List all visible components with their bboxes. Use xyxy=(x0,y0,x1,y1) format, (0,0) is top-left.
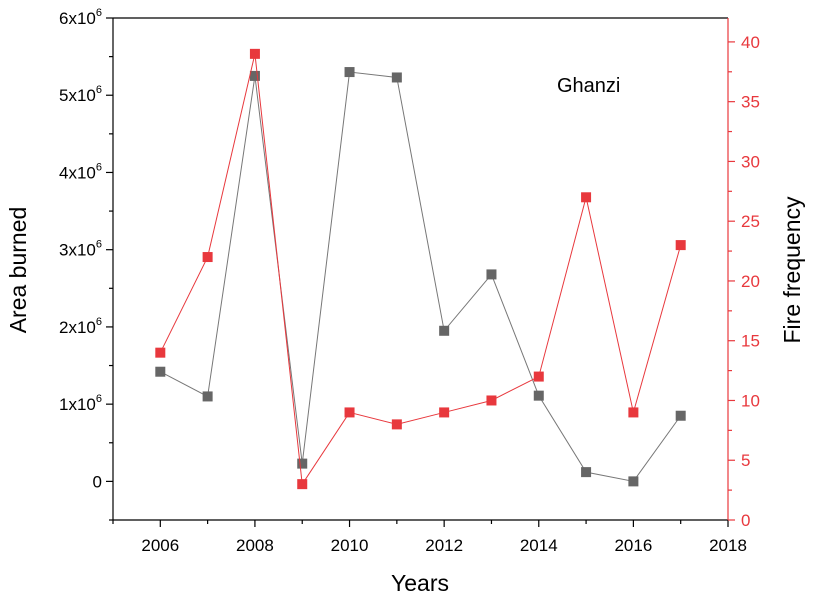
left-tick-label: 6x106 xyxy=(59,7,102,28)
series-layer xyxy=(155,48,686,490)
x-tick-label: 2010 xyxy=(331,536,369,555)
right-tick-label: 40 xyxy=(741,33,760,52)
data-point xyxy=(581,467,592,478)
data-point xyxy=(155,347,166,358)
data-point xyxy=(249,48,260,59)
data-point xyxy=(439,325,450,336)
left-tick-exponent: 6 xyxy=(96,239,102,251)
chart-annotation: Ghanzi xyxy=(557,75,620,97)
x-tick-label: 2018 xyxy=(709,536,747,555)
data-point xyxy=(202,391,213,402)
data-point xyxy=(675,240,686,251)
left-tick-exponent: 6 xyxy=(96,161,102,173)
left-tick-label: 2x106 xyxy=(59,316,102,337)
right-y-axis-title: Fire frequency xyxy=(779,196,805,344)
x-tick-label: 2008 xyxy=(236,536,274,555)
data-point xyxy=(628,476,639,487)
data-point xyxy=(344,407,355,418)
data-point xyxy=(533,390,544,401)
chart-axes: 2006 2008 2010 2012 2014 2016 201801x1062x1063… xyxy=(59,7,760,555)
right-tick-label: 5 xyxy=(741,451,750,470)
area-burned-series xyxy=(155,67,686,487)
data-point xyxy=(439,407,450,418)
right-tick-label: 25 xyxy=(741,212,760,231)
right-tick-label: 0 xyxy=(741,511,750,530)
left-tick-mantissa: 6x10 xyxy=(59,9,96,28)
data-point xyxy=(533,371,544,382)
left-y-axis-title: Area burned xyxy=(5,207,31,334)
left-tick-exponent: 6 xyxy=(96,7,102,19)
data-point xyxy=(155,366,166,377)
data-point xyxy=(486,395,497,406)
left-tick-label: 3x106 xyxy=(59,239,102,260)
left-tick-mantissa: 2x10 xyxy=(59,318,96,337)
left-tick-exponent: 6 xyxy=(96,393,102,405)
left-tick-label: 4x106 xyxy=(59,161,102,182)
x-tick-label: 2014 xyxy=(520,536,558,555)
left-tick-mantissa: 0 xyxy=(93,472,102,491)
right-tick-label: 10 xyxy=(741,391,760,410)
left-tick-label: 5x106 xyxy=(59,84,102,105)
data-point xyxy=(297,458,308,469)
left-tick-label: 0 xyxy=(93,472,102,491)
left-tick-mantissa: 5x10 xyxy=(59,86,96,105)
fire-frequency-series xyxy=(155,48,686,490)
x-tick-label: 2012 xyxy=(425,536,463,555)
data-point xyxy=(249,70,260,81)
right-tick-label: 30 xyxy=(741,152,760,171)
series-line xyxy=(160,71,682,482)
left-tick-exponent: 6 xyxy=(96,316,102,328)
data-point xyxy=(391,419,402,430)
data-point xyxy=(391,72,402,83)
data-point xyxy=(675,410,686,421)
data-point xyxy=(202,252,213,263)
left-tick-mantissa: 1x10 xyxy=(59,395,96,414)
left-tick-mantissa: 3x10 xyxy=(59,241,96,260)
data-point xyxy=(581,192,592,203)
data-point xyxy=(628,407,639,418)
data-point xyxy=(486,269,497,280)
left-tick-label: 1x106 xyxy=(59,393,102,414)
series-line xyxy=(159,53,682,486)
x-tick-label: 2006 xyxy=(141,536,179,555)
x-tick-label: 2016 xyxy=(614,536,652,555)
data-point xyxy=(344,67,355,78)
left-tick-exponent: 6 xyxy=(96,84,102,96)
left-tick-mantissa: 4x10 xyxy=(59,163,96,182)
right-tick-label: 20 xyxy=(741,272,760,291)
right-tick-label: 35 xyxy=(741,93,760,112)
x-axis-title: Years xyxy=(391,570,449,596)
data-point xyxy=(297,479,308,490)
right-tick-label: 15 xyxy=(741,332,760,351)
